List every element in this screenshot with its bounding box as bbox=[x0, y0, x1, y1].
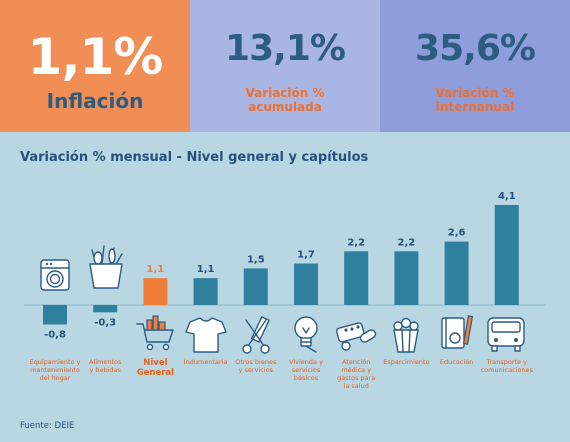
interannual-value: 35,6% bbox=[415, 28, 536, 69]
value-label: -0,3 bbox=[94, 317, 116, 328]
category-label: Equipamiento y bbox=[30, 358, 81, 366]
category-label: Indumentaria bbox=[184, 358, 228, 366]
category-label: servicios bbox=[292, 366, 321, 374]
inflation-label: Inflación bbox=[46, 89, 144, 113]
value-label: -0,8 bbox=[44, 330, 66, 341]
tshirt-icon bbox=[185, 317, 227, 353]
value-label: 1,7 bbox=[297, 250, 315, 261]
category-label: médica y bbox=[341, 366, 371, 374]
popcorn-icon bbox=[393, 317, 419, 353]
source-note: Fuente: DEIE bbox=[20, 421, 75, 431]
accumulated-value: 13,1% bbox=[225, 28, 346, 69]
value-label: 2,2 bbox=[347, 237, 365, 248]
bar bbox=[494, 204, 519, 305]
bar bbox=[93, 305, 118, 313]
value-label: 2,6 bbox=[448, 228, 466, 239]
accumulated-card: 13,1% Variación % acumulada bbox=[190, 0, 380, 132]
notebook-pencil-icon bbox=[441, 315, 474, 349]
category-label: Atención bbox=[342, 358, 370, 366]
interannual-label-line2: internanual bbox=[435, 100, 515, 114]
category-label: General bbox=[137, 368, 174, 378]
bar bbox=[344, 251, 369, 305]
bar bbox=[143, 278, 168, 305]
light-bulb-icon bbox=[294, 316, 318, 353]
stats-header: 1,1% Inflación 13,1% Variación % acumula… bbox=[0, 0, 570, 132]
value-label: 1,1 bbox=[147, 264, 165, 275]
washing-machine-icon bbox=[40, 259, 70, 291]
inflation-card: 1,1% Inflación bbox=[0, 0, 190, 132]
category-label: mantenimiento bbox=[30, 366, 80, 374]
bar bbox=[444, 241, 469, 305]
category-label: básicos bbox=[294, 374, 319, 382]
scissors-comb-icon bbox=[242, 316, 270, 354]
category-label: y bebidas bbox=[89, 366, 121, 374]
category-label: Transporte y bbox=[486, 358, 528, 366]
category-label: gastos para bbox=[337, 374, 375, 382]
category-label: Esparcimiento bbox=[383, 358, 429, 366]
bar bbox=[193, 278, 218, 305]
category-label: Otros bienes bbox=[235, 358, 277, 366]
category-label: Vivienda y bbox=[289, 358, 323, 366]
shopping-cart-icon bbox=[136, 315, 174, 351]
category-label: y servicios bbox=[239, 366, 274, 374]
value-label: 1,5 bbox=[247, 254, 265, 265]
category-label: la salud bbox=[344, 382, 369, 390]
medicine-icon bbox=[335, 322, 377, 351]
value-label: 2,2 bbox=[398, 237, 416, 248]
accumulated-label-line1: Variación % bbox=[245, 86, 325, 100]
interannual-card: 35,6% Variación % internanual bbox=[380, 0, 570, 132]
value-label: 1,1 bbox=[197, 264, 215, 275]
accumulated-label: Variación % acumulada bbox=[200, 86, 370, 114]
category-label: Educación bbox=[440, 358, 473, 366]
interannual-label-line1: Variación % bbox=[435, 86, 515, 100]
bar bbox=[243, 268, 268, 305]
bus-icon bbox=[487, 317, 525, 352]
category-label: comunicaciones bbox=[481, 366, 534, 374]
bar bbox=[43, 305, 67, 325]
category-label: del hogar bbox=[40, 374, 71, 382]
accumulated-label-line2: acumulada bbox=[248, 100, 322, 114]
inflation-value: 1,1% bbox=[27, 28, 164, 86]
interannual-label: Variación % internanual bbox=[390, 86, 560, 114]
bar bbox=[394, 251, 419, 305]
chart-title: Variación % mensual - Nivel general y ca… bbox=[20, 150, 369, 165]
category-label: Alimentos bbox=[89, 358, 122, 366]
category-label: Nivel bbox=[143, 358, 167, 368]
bar bbox=[294, 263, 318, 305]
grocery-bag-icon bbox=[89, 245, 123, 289]
value-label: 4,1 bbox=[498, 191, 516, 202]
